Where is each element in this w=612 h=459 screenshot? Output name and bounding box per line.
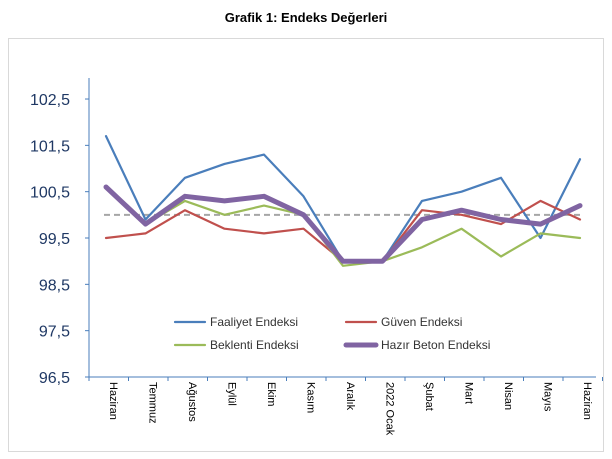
- x-tick-label: Eylül: [226, 382, 238, 406]
- x-tick-label: Ağustos: [186, 382, 198, 422]
- y-tick-label: 97,5: [39, 324, 70, 341]
- series-line-2: [104, 185, 582, 267]
- legend-label: Beklenti Endeksi: [210, 338, 299, 352]
- x-tick-label: Kasım: [305, 382, 317, 413]
- y-tick-label: 102,5: [30, 92, 70, 109]
- series-line-0: [104, 135, 582, 263]
- y-tick-label: 98,5: [39, 277, 70, 294]
- series-lines: [103, 135, 583, 267]
- x-tick-label: Temmuz: [147, 382, 159, 424]
- x-tick-label: Ekim: [265, 382, 277, 406]
- chart-title: Grafik 1: Endeks Değerleri: [224, 10, 388, 25]
- x-tick-label: Mayıs: [542, 382, 554, 412]
- x-tick-label: Haziran: [107, 382, 119, 420]
- y-tick-label: 101,5: [30, 138, 70, 155]
- legend-label: Faaliyet Endeksi: [210, 315, 298, 329]
- x-tick-label: Şubat: [423, 382, 435, 411]
- y-tick-label: 96,5: [39, 370, 70, 387]
- series-line-3: [103, 184, 583, 264]
- legend-label: Güven Endeksi: [381, 315, 462, 329]
- x-tick-label: 2022 Ocak: [384, 382, 396, 436]
- y-tick-label: 100,5: [30, 185, 70, 202]
- x-tick-label: Haziran: [581, 382, 593, 420]
- axes: 96,5 97,5 98,5 99,5 100,5 101,5 102,5 Haziran Te…: [30, 78, 603, 436]
- x-tick-label: Aralık: [344, 382, 356, 411]
- legend: Faaliyet Endeksi Güven Endeksi Beklenti En…: [173, 315, 490, 352]
- x-tick-label: Nisan: [502, 382, 514, 410]
- legend-label: Hazır Beton Endeksi: [381, 338, 490, 352]
- chart-frame: [8, 38, 604, 452]
- y-tick-label: 99,5: [39, 231, 70, 248]
- x-tick-label: Mart: [463, 382, 475, 404]
